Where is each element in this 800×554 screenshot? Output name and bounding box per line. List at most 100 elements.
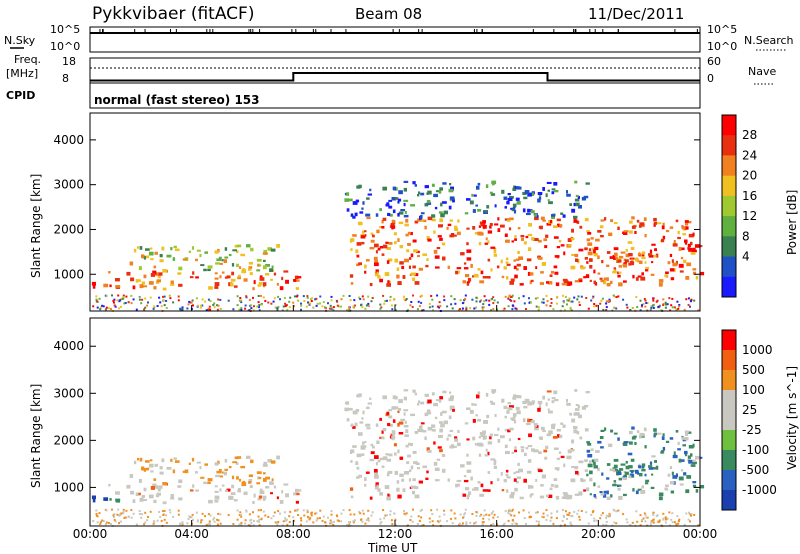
power-cell — [159, 254, 163, 258]
power-cell — [554, 271, 559, 275]
velocity-cell — [348, 521, 351, 523]
power-cell — [557, 223, 560, 228]
power-cell — [421, 294, 423, 297]
velocity-cell — [133, 460, 137, 465]
velocity-cell — [322, 515, 325, 518]
velocity-cell — [217, 519, 220, 522]
velocity-cell — [459, 522, 461, 525]
power-cell — [591, 247, 595, 251]
power-cell — [547, 281, 553, 285]
velocity-cell — [236, 456, 242, 459]
power-cell — [552, 308, 555, 311]
power-cell — [399, 245, 404, 249]
velocity-cell — [384, 514, 387, 517]
velocity-cell — [356, 476, 360, 479]
power-cell — [279, 298, 281, 301]
power-cell — [639, 299, 642, 302]
velocity-cell — [404, 420, 407, 424]
velocity-cell — [214, 490, 219, 493]
power-cell — [424, 203, 429, 207]
velocity-cell — [239, 511, 242, 514]
power-cell — [122, 297, 125, 300]
velocity-cell — [432, 524, 435, 527]
power-cell — [545, 304, 548, 307]
velocity-cell — [178, 497, 183, 501]
power-cell — [527, 209, 533, 213]
power-cell — [428, 306, 431, 309]
power-cell — [446, 226, 449, 230]
power-cell — [195, 276, 199, 279]
power-cell — [684, 239, 688, 243]
power-cell — [501, 189, 505, 194]
power-cell — [112, 299, 115, 302]
power-cell — [367, 302, 370, 305]
power-cell — [640, 305, 643, 308]
velocity-cell — [688, 445, 694, 449]
velocity-cell — [230, 492, 236, 496]
power-cell — [570, 265, 576, 270]
power-cell — [361, 241, 365, 245]
velocity-cell — [329, 522, 332, 525]
velocity-cell — [311, 511, 313, 514]
velocity-cell — [586, 449, 591, 453]
velocity-cell — [671, 471, 674, 476]
power-cell — [550, 298, 553, 300]
velocity-cell — [428, 521, 431, 524]
power-cell — [143, 308, 146, 311]
power-cell — [129, 261, 134, 266]
velocity-cell — [575, 412, 580, 416]
power-cell — [648, 255, 654, 258]
velocity-cell — [669, 481, 675, 485]
power-cell — [412, 265, 416, 269]
velocity-cell — [144, 511, 147, 514]
velocity-cell — [551, 400, 555, 404]
velocity-cell — [545, 445, 549, 449]
velocity-cell — [513, 514, 516, 517]
velocity-cell — [391, 435, 396, 440]
velocity-cell — [382, 456, 388, 461]
velocity-cell — [500, 435, 505, 439]
velocity-cell — [517, 462, 520, 466]
power-cell — [643, 217, 647, 221]
freq-unit: [MHz] — [6, 67, 38, 80]
power-cell — [605, 300, 608, 303]
power-cell — [442, 256, 446, 261]
power-cell — [178, 266, 183, 271]
power-cell — [353, 299, 356, 302]
power-cell — [568, 244, 572, 247]
power-cell — [232, 249, 237, 252]
power-cell — [348, 308, 351, 311]
velocity-cell — [494, 434, 499, 437]
velocity-cell — [177, 485, 182, 488]
velocity-cell — [272, 515, 275, 518]
power-cell — [463, 267, 469, 270]
velocity-cell — [221, 471, 224, 474]
power-cell — [697, 309, 700, 312]
velocity-cell — [461, 516, 464, 519]
power-cell — [454, 302, 457, 305]
velocity-cell — [152, 522, 155, 525]
power-cell — [643, 298, 646, 300]
velocity-cell — [118, 522, 120, 525]
velocity-cell — [163, 518, 166, 521]
velocity-cell — [650, 521, 653, 524]
velocity-cell — [535, 425, 539, 428]
velocity-cell — [662, 512, 665, 515]
velocity-cell — [404, 513, 407, 516]
velocity-cell — [494, 413, 497, 417]
power-cell — [485, 237, 488, 241]
velocity-cell — [562, 496, 568, 500]
power-cell — [379, 278, 383, 283]
power-cell — [436, 305, 439, 308]
velocity-cell — [571, 466, 576, 469]
power-cell — [403, 180, 409, 183]
power-cell — [269, 268, 274, 272]
velocity-cell — [665, 440, 670, 443]
power-cell — [456, 267, 462, 270]
velocity-cell — [248, 474, 253, 478]
velocity-cell — [286, 523, 289, 526]
velocity-cell — [631, 426, 635, 430]
power-cell — [547, 189, 550, 192]
power-cell — [542, 301, 545, 304]
power-cell — [585, 182, 590, 185]
